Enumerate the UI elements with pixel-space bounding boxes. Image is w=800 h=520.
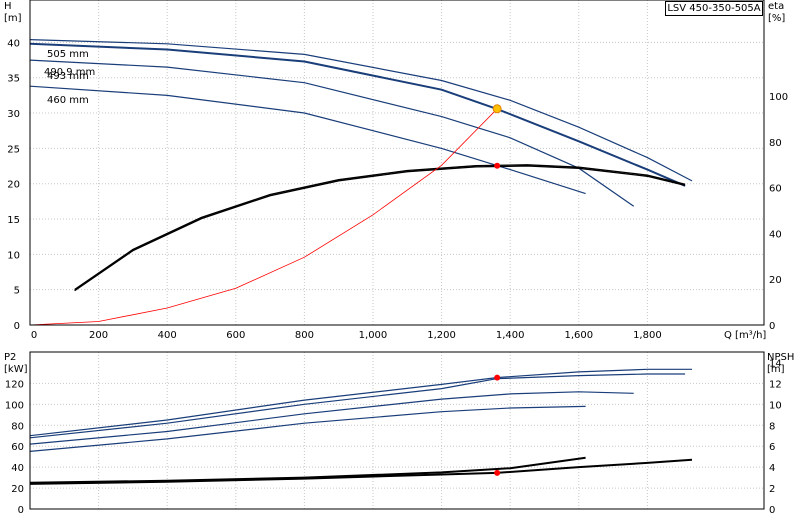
y2-tick-label: 80 [769, 138, 782, 149]
duty-point-power [494, 374, 501, 381]
x-tick-label: 0 [31, 330, 37, 341]
head-panel-frame [29, 0, 765, 326]
y-tick-label: 40 [11, 463, 24, 474]
x-tick-label: 800 [295, 330, 314, 341]
y2-tick-label: 2 [769, 484, 775, 495]
y-tick-label: 100 [5, 400, 24, 411]
power-curve [29, 373, 686, 439]
y2-tick-label: 40 [769, 229, 782, 240]
x-tick-label: 400 [158, 330, 177, 341]
y-tick-label: 5 [14, 286, 20, 297]
curve-label-460: 460 mm [47, 95, 89, 106]
y-tick-label: 40 [7, 38, 20, 49]
system-curve [29, 108, 498, 326]
legend-box: LSV 450-350-505A [665, 1, 763, 16]
y-tick-label: 35 [7, 74, 20, 85]
y2-tick-label: 0 [769, 505, 775, 516]
y2-axis-unit: [%] [768, 13, 785, 24]
head-curve [29, 42, 686, 187]
x-tick-label: 1,600 [564, 330, 593, 341]
y-tick-label: 60 [11, 442, 24, 453]
y2-tick-label: 12 [769, 379, 782, 390]
power-panel-frame [29, 351, 765, 510]
power-curve [29, 391, 634, 445]
duty-point-npsh [494, 469, 501, 476]
y-tick-label: 15 [7, 215, 20, 226]
y2-tick-label: 8 [769, 421, 775, 432]
npsh-curve [29, 458, 693, 485]
y2-tick-label: 0 [769, 321, 775, 332]
x-tick-label: 1,800 [633, 330, 662, 341]
x-tick-label: 1,400 [496, 330, 525, 341]
y2-tick-label: 100 [769, 92, 788, 103]
x-tick-label: 1,200 [427, 330, 456, 341]
y-axis-title: P2 [4, 352, 16, 363]
x-tick-label: 200 [89, 330, 108, 341]
labels-layer: 0 200 400 600 800 1,000 1,200 1,400 1,600 1,80005… [4, 1, 794, 516]
y-tick-label: 0 [18, 505, 24, 516]
y-axis-unit: [m] [4, 13, 22, 24]
x-tick-label: 600 [226, 330, 245, 341]
y-tick-label: 10 [7, 250, 20, 261]
eta-curve [74, 165, 686, 292]
y2-tick-label: 4 [769, 463, 775, 474]
power-curve [29, 405, 586, 452]
y2-tick-label: 10 [769, 400, 782, 411]
y2-tick-label: 6 [769, 442, 775, 453]
curves-layer [29, 39, 693, 485]
y-tick-label: 120 [5, 379, 24, 390]
duty-point-head [492, 104, 502, 114]
head-curve [29, 39, 693, 182]
y-axis-title: H [4, 1, 12, 12]
y-tick-label: 0 [14, 321, 20, 332]
y2-tick-label: 60 [769, 184, 782, 195]
y-tick-label: 20 [7, 180, 20, 191]
eta-curve [74, 164, 686, 291]
curve-label-505: 505 mm [47, 49, 89, 60]
y2-axis-title: NPSH [767, 352, 794, 363]
head-curve [29, 85, 586, 195]
power-curve [29, 368, 692, 437]
y-tick-label: 20 [11, 484, 24, 495]
y2-tick-label: 14 [769, 358, 782, 369]
x-tick-label: 1,000 [359, 330, 388, 341]
y-axis-unit: [kW] [4, 364, 28, 375]
duty-point-eta [494, 162, 501, 169]
y2-tick-label: 20 [769, 275, 782, 286]
y2-axis-title: eta [768, 1, 784, 12]
y2-axis-unit: [m] [767, 364, 785, 375]
curve-label-490: 490.9 mm [44, 67, 95, 78]
power-panel-grid [29, 352, 764, 510]
x-axis-title: Q [m³/h] [724, 330, 766, 341]
npsh-curve [29, 456, 586, 484]
head-curve [29, 59, 635, 207]
y-tick-label: 25 [7, 144, 20, 155]
y-tick-label: 80 [11, 421, 24, 432]
y-tick-label: 30 [7, 109, 20, 120]
curve-label-493: 493 mm [47, 71, 89, 82]
